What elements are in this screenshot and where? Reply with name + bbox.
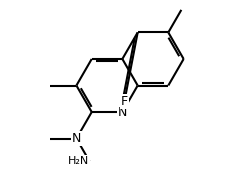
Text: N: N: [118, 106, 127, 119]
Text: H₂N: H₂N: [68, 156, 89, 166]
Text: N: N: [72, 132, 81, 145]
Text: F: F: [121, 95, 128, 108]
